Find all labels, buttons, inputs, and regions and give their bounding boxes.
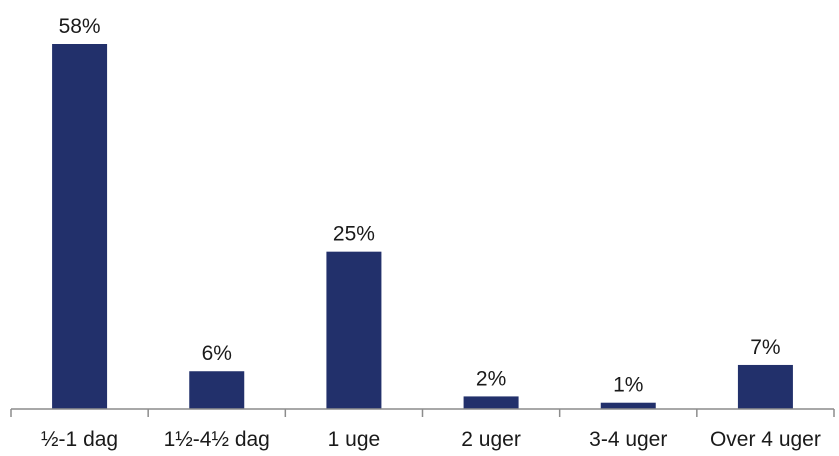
data-label: 2% — [476, 367, 506, 390]
x-tick-label: 1½-4½ dag — [164, 428, 270, 451]
bar — [326, 251, 382, 409]
x-tick-label: Over 4 uger — [710, 428, 821, 451]
x-axis — [10, 408, 835, 417]
bar — [52, 44, 108, 409]
data-label: 7% — [750, 336, 780, 359]
x-tick-label: 2 uger — [461, 428, 521, 451]
bar — [463, 396, 519, 409]
x-tick-label: 3-4 uger — [589, 428, 667, 451]
data-label: 58% — [59, 15, 101, 38]
data-labels-group: 58% 6% 25% 2% 1% 7% — [59, 15, 781, 397]
bar — [600, 402, 656, 409]
x-tick-label: 1 uge — [328, 428, 381, 451]
bars-group — [52, 44, 793, 409]
x-tick-labels-group: ½-1 dag 1½-4½ dag 1 uge 2 uger 3-4 uger Over … — [41, 428, 821, 451]
data-label: 1% — [613, 374, 643, 397]
x-tick-label: ½-1 dag — [41, 428, 118, 451]
data-label: 6% — [202, 342, 232, 365]
bar — [189, 371, 245, 409]
data-label: 25% — [333, 223, 375, 246]
bar — [737, 364, 793, 409]
